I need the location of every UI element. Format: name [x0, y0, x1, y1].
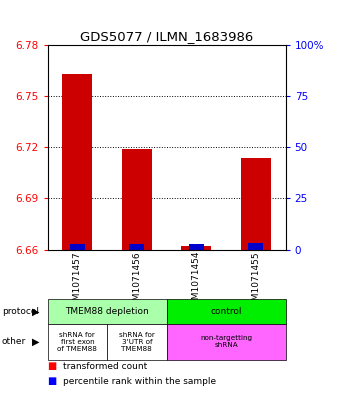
Bar	[189, 244, 204, 250]
Bar	[122, 149, 152, 250]
Text: transformed count: transformed count	[63, 362, 147, 371]
Text: shRNA for
first exon
of TMEM88: shRNA for first exon of TMEM88	[57, 332, 97, 352]
Text: other: other	[2, 338, 26, 346]
Text: ■: ■	[48, 361, 57, 371]
Text: non-targetting
shRNA: non-targetting shRNA	[200, 335, 252, 349]
Text: percentile rank within the sample: percentile rank within the sample	[63, 377, 216, 386]
Title: GDS5077 / ILMN_1683986: GDS5077 / ILMN_1683986	[80, 29, 253, 42]
Text: shRNA for
3'UTR of
TMEM88: shRNA for 3'UTR of TMEM88	[119, 332, 155, 352]
Bar	[70, 244, 85, 250]
Text: TMEM88 depletion: TMEM88 depletion	[65, 307, 149, 316]
Bar	[63, 74, 92, 250]
Text: ▶: ▶	[32, 307, 39, 317]
Text: ■: ■	[48, 376, 57, 386]
Bar	[182, 246, 211, 250]
Bar	[241, 158, 271, 250]
Bar	[249, 243, 263, 250]
Bar	[130, 244, 144, 250]
Text: protocol: protocol	[2, 307, 39, 316]
Text: ▶: ▶	[32, 337, 39, 347]
Text: control: control	[210, 307, 242, 316]
